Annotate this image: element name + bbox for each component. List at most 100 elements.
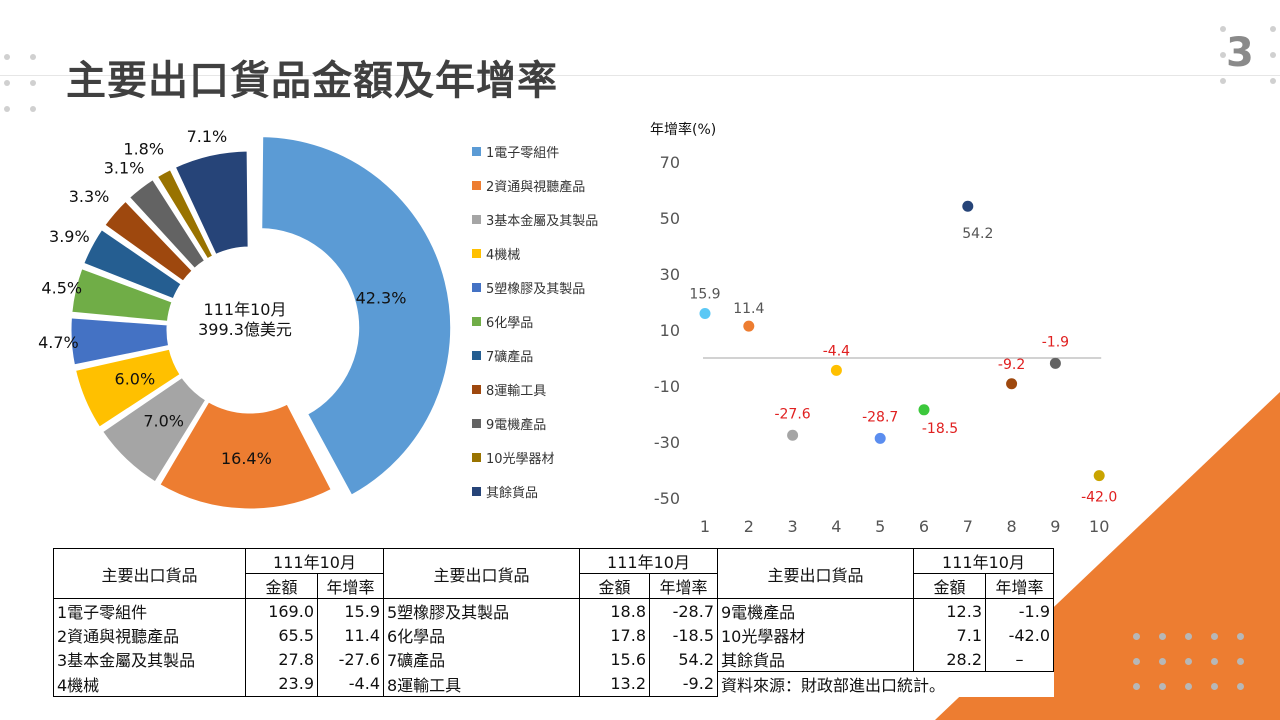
donut-slice-11 — [172, 148, 251, 258]
scatter-title: 年增率(%) — [650, 121, 716, 138]
export-data-table: 主要出口貨品 111年10月 主要出口貨品 111年10月 主要出口貨品 111… — [53, 548, 1054, 697]
legend-label: 5塑橡膠及其製品 — [486, 282, 586, 297]
x-tick-label: 1 — [700, 517, 710, 536]
legend-swatch — [472, 249, 481, 258]
table-cell-item: 其餘貨品 — [717, 647, 914, 672]
table-cell-growth: – — [985, 647, 1054, 672]
x-tick-label: 5 — [875, 517, 885, 536]
donut-slice-10 — [154, 166, 216, 263]
donut-slice-3 — [99, 374, 209, 486]
y-tick-label: 70 — [660, 153, 680, 172]
scatter-point-label-9: -1.9 — [1042, 334, 1069, 350]
scatter-point-4 — [830, 364, 842, 376]
donut-slice-1 — [259, 134, 454, 499]
table-cell-growth: 11.4 — [317, 623, 384, 647]
legend-swatch — [472, 419, 481, 428]
donut-slice-label-9: 3.1% — [104, 159, 145, 178]
scatter-point-5 — [874, 432, 886, 444]
legend-label: 4機械 — [486, 248, 521, 263]
table-cell-item: 5塑橡膠及其製品 — [383, 598, 580, 623]
table-cell-amount: 17.8 — [579, 623, 650, 647]
table-cell-growth: -18.5 — [649, 623, 718, 647]
table-cell-growth: 15.9 — [317, 598, 384, 623]
legend-swatch — [472, 147, 481, 156]
y-tick-label: 50 — [660, 209, 680, 228]
legend-swatch — [472, 385, 481, 394]
donut-slice-label-7: 3.9% — [49, 227, 90, 246]
table-cell-growth: -4.4 — [317, 671, 384, 697]
table-row: 4機械 23.9 -4.4 8運輸工具 13.2 -9.2 資料來源：財政部進出… — [53, 671, 1054, 697]
legend-label: 9電機產品 — [486, 418, 547, 433]
scatter-point-10 — [1093, 470, 1105, 482]
table-cell-amount: 169.0 — [245, 598, 318, 623]
legend-swatch — [472, 317, 481, 326]
table-cell-item: 8運輸工具 — [383, 671, 580, 697]
table-cell-amount: 7.1 — [913, 623, 986, 647]
legend-swatch — [472, 453, 481, 462]
donut-slice-6 — [69, 265, 176, 324]
y-tick-label: -10 — [654, 377, 680, 396]
scatter-point-8 — [1006, 378, 1018, 390]
export-share-donut-chart: 42.3% 16.4% 7.0% 6.0% 4.7% 4.5% 3.9% 3.3% 3.1%1.… — [38, 127, 454, 512]
page-title: 主要出口貨品金額及年增率 — [66, 58, 558, 104]
scatter-point-label-6: -18.5 — [922, 421, 958, 437]
x-tick-label: 8 — [1007, 517, 1017, 536]
legend-label: 1電子零組件 — [486, 146, 560, 161]
legend-label: 3基本金屬及其製品 — [486, 214, 599, 229]
growth-rate-scatter-chart: 年增率(%) 70 50 30 10 -10 -30 -50 1 2 3 4 5 6 7 8 9 10 15.9 11… — [650, 121, 1117, 536]
donut-center-period: 111年10月 — [203, 300, 287, 319]
table-cell-amount: 28.2 — [913, 647, 986, 672]
donut-slice-8 — [101, 197, 196, 285]
donut-slice-label-3: 7.0% — [143, 411, 184, 430]
scatter-point-label-2: 11.4 — [733, 301, 764, 317]
legend-label: 8運輸工具 — [486, 384, 547, 399]
donut-slice-label-4: 6.0% — [115, 370, 156, 389]
legend-item-2: 2資通與視聽產品 — [472, 176, 585, 195]
table-header-period: 111年10月 — [913, 548, 1054, 574]
legend-swatch — [472, 215, 481, 224]
table-row: 3基本金屬及其製品 27.8 -27.6 7礦產品 15.6 54.2 其餘貨品… — [53, 647, 1054, 672]
table-cell-item: 6化學品 — [383, 623, 580, 647]
donut-slice-label-1: 42.3% — [356, 288, 407, 307]
table-cell-amount: 15.6 — [579, 647, 650, 672]
table-cell-item: 10光學器材 — [717, 623, 914, 647]
scatter-point-label-1: 15.9 — [689, 286, 720, 302]
legend-item-11: 其餘貨品 — [472, 482, 538, 501]
table-header-amount: 金額 — [579, 573, 650, 599]
table-header-growth: 年增率 — [317, 573, 384, 599]
legend-item-10: 10光學器材 — [472, 448, 555, 467]
donut-slice-label-11: 7.1% — [187, 127, 228, 146]
table-header-period: 111年10月 — [579, 548, 718, 574]
y-tick-label: 10 — [660, 321, 680, 340]
donut-center-total: 399.3億美元 — [198, 320, 292, 339]
table-cell-growth: -9.2 — [649, 671, 718, 697]
legend-item-5: 5塑橡膠及其製品 — [472, 278, 585, 297]
table-cell-item: 4機械 — [53, 671, 246, 697]
table-cell-amount: 65.5 — [245, 623, 318, 647]
legend-label: 10光學器材 — [486, 452, 555, 467]
legend-item-9: 9電機產品 — [472, 414, 546, 433]
table-cell-amount: 23.9 — [245, 671, 318, 697]
legend-item-7: 7礦產品 — [472, 346, 533, 365]
table-cell-amount: 13.2 — [579, 671, 650, 697]
scatter-point-9 — [1049, 357, 1061, 369]
table-row: 1電子零組件 169.0 15.9 5塑橡膠及其製品 18.8 -28.7 9電… — [53, 598, 1054, 623]
x-tick-label: 10 — [1089, 517, 1109, 536]
table-cell-growth: 54.2 — [649, 647, 718, 672]
page-number: 3 — [1226, 30, 1254, 76]
legend-label: 2資通與視聽產品 — [486, 180, 586, 195]
table-header-growth: 年增率 — [985, 573, 1054, 599]
donut-slice-7 — [80, 226, 185, 302]
table-cell-item: 2資通與視聽產品 — [53, 623, 246, 647]
table-cell-growth: -28.7 — [649, 598, 718, 623]
y-tick-label: 30 — [660, 265, 680, 284]
y-tick-label: -50 — [654, 489, 680, 508]
donut-slice-label-6: 4.5% — [41, 279, 82, 298]
table-header-growth: 年增率 — [649, 573, 718, 599]
table-cell-growth: -42.0 — [985, 623, 1054, 647]
table-header-item: 主要出口貨品 — [383, 548, 580, 599]
x-tick-label: 2 — [744, 517, 754, 536]
table-header-item: 主要出口貨品 — [717, 548, 914, 599]
table-cell-amount: 27.8 — [245, 647, 318, 672]
x-tick-label: 9 — [1050, 517, 1060, 536]
